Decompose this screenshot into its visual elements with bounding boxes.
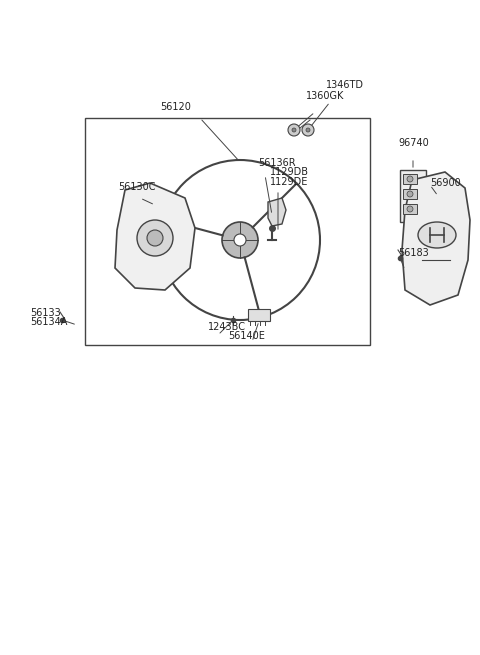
Bar <box>403 174 417 184</box>
Polygon shape <box>268 198 286 226</box>
Text: 56134A: 56134A <box>30 317 67 327</box>
Bar <box>403 189 417 199</box>
Text: 1346TD: 1346TD <box>326 80 364 90</box>
Bar <box>400 170 426 222</box>
Circle shape <box>234 234 246 246</box>
Polygon shape <box>402 172 470 305</box>
Text: 56136R: 56136R <box>258 158 296 168</box>
Text: 1243BC: 1243BC <box>208 322 246 332</box>
Bar <box>403 204 417 214</box>
Circle shape <box>147 230 163 246</box>
Text: 1129DE: 1129DE <box>270 177 308 187</box>
Circle shape <box>137 220 173 256</box>
Text: 56183: 56183 <box>398 248 429 258</box>
Bar <box>85 118 370 345</box>
Text: 96740: 96740 <box>398 138 429 148</box>
Circle shape <box>292 128 296 132</box>
Circle shape <box>302 124 314 136</box>
Text: 1129DB: 1129DB <box>270 167 309 177</box>
Circle shape <box>288 124 300 136</box>
Bar <box>248 309 270 321</box>
Circle shape <box>306 128 310 132</box>
Text: 1360GK: 1360GK <box>306 91 344 101</box>
Text: 56900: 56900 <box>430 178 461 188</box>
Circle shape <box>407 176 413 182</box>
Text: 56130C: 56130C <box>118 182 156 192</box>
Ellipse shape <box>418 222 456 248</box>
Circle shape <box>407 206 413 212</box>
Text: 56140E: 56140E <box>228 331 265 341</box>
Text: 56133: 56133 <box>30 308 61 318</box>
Circle shape <box>407 191 413 197</box>
Circle shape <box>222 222 258 258</box>
Text: 56120: 56120 <box>161 102 192 112</box>
Polygon shape <box>115 183 195 290</box>
